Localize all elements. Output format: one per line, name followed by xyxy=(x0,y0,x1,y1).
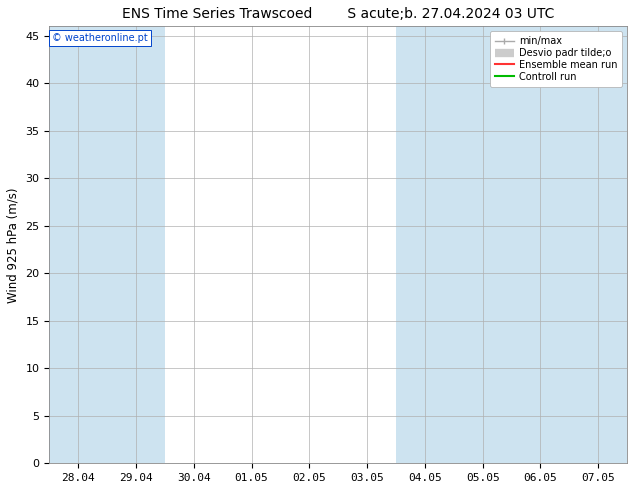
Bar xyxy=(107,26,165,464)
Legend: min/max, Desvio padr tilde;o, Ensemble mean run, Controll run: min/max, Desvio padr tilde;o, Ensemble m… xyxy=(489,31,622,87)
Bar xyxy=(512,26,569,464)
Y-axis label: Wind 925 hPa (m/s): Wind 925 hPa (m/s) xyxy=(7,187,20,302)
Bar xyxy=(49,26,107,464)
Bar xyxy=(569,26,627,464)
Bar xyxy=(454,26,512,464)
Text: © weatheronline.pt: © weatheronline.pt xyxy=(52,33,148,43)
Bar xyxy=(396,26,454,464)
Title: ENS Time Series Trawscoed        S acute;b. 27.04.2024 03 UTC: ENS Time Series Trawscoed S acute;b. 27.… xyxy=(122,7,554,21)
